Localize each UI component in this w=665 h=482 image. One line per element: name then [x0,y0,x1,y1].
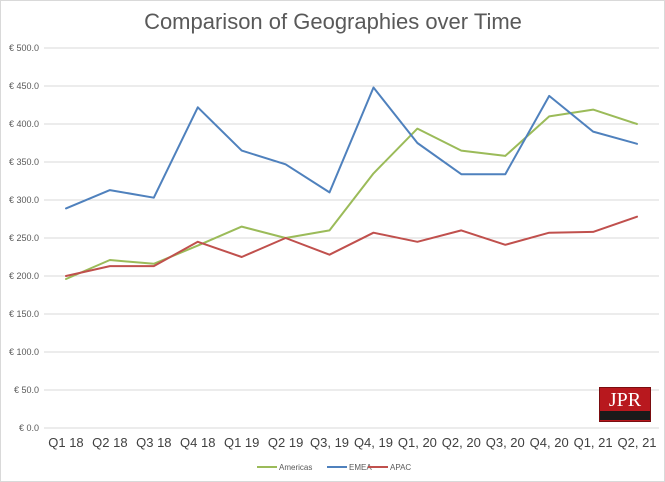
y-tick-label: € 50.0 [14,385,39,395]
x-tick-label: Q1, 21 [574,435,613,450]
y-tick-label: € 500.0 [9,43,39,53]
x-tick-label: Q3 18 [136,435,171,450]
x-tick-label: Q4 18 [180,435,215,450]
y-tick-label: € 200.0 [9,271,39,281]
legend-label: APAC [390,463,411,472]
legend-label: EMEA [349,463,372,472]
series-line-apac [65,215,638,277]
series-line-emea [65,86,638,210]
x-tick-label: Q4, 20 [530,435,569,450]
x-tick-label: Q2 18 [92,435,127,450]
x-tick-label: Q1 18 [48,435,83,450]
series-line-americas [65,108,638,280]
x-tick-label: Q2, 20 [442,435,481,450]
y-tick-label: € 150.0 [9,309,39,319]
gridlines [44,47,659,429]
x-tick-label: Q2 19 [268,435,303,450]
y-tick-label: € 350.0 [9,157,39,167]
logo-subtitle-strip [600,411,650,420]
x-tick-label: Q3, 19 [310,435,349,450]
logo-mark: JPR [608,389,642,411]
x-tick-label: Q1 19 [224,435,259,450]
x-tick-label: Q4, 19 [354,435,393,450]
legend: Americas EMEA APAC [257,463,411,472]
x-axis-ticks: Q1 18 Q2 18 Q3 18 Q4 18 Q1 19 Q2 19 Q3, 19 Q4, … [48,435,656,450]
x-tick-label: Q2, 21 [618,435,657,450]
x-tick-label: Q1, 20 [398,435,437,450]
y-tick-label: € 100.0 [9,347,39,357]
y-tick-label: € 250.0 [9,233,39,243]
y-tick-label: € 300.0 [9,195,39,205]
legend-label: Americas [279,463,312,472]
chart-title: Comparison of Geographies over Time [144,9,522,34]
jpr-logo: JPR [599,387,651,422]
y-tick-label: € 0.0 [19,423,39,433]
y-axis-ticks: € 0.0 € 50.0 € 100.0 € 150.0 € 200.0 € 250.0 €… [9,43,39,433]
y-tick-label: € 400.0 [9,119,39,129]
x-tick-label: Q3, 20 [486,435,525,450]
series-lines [65,86,638,280]
y-tick-label: € 450.0 [9,81,39,91]
